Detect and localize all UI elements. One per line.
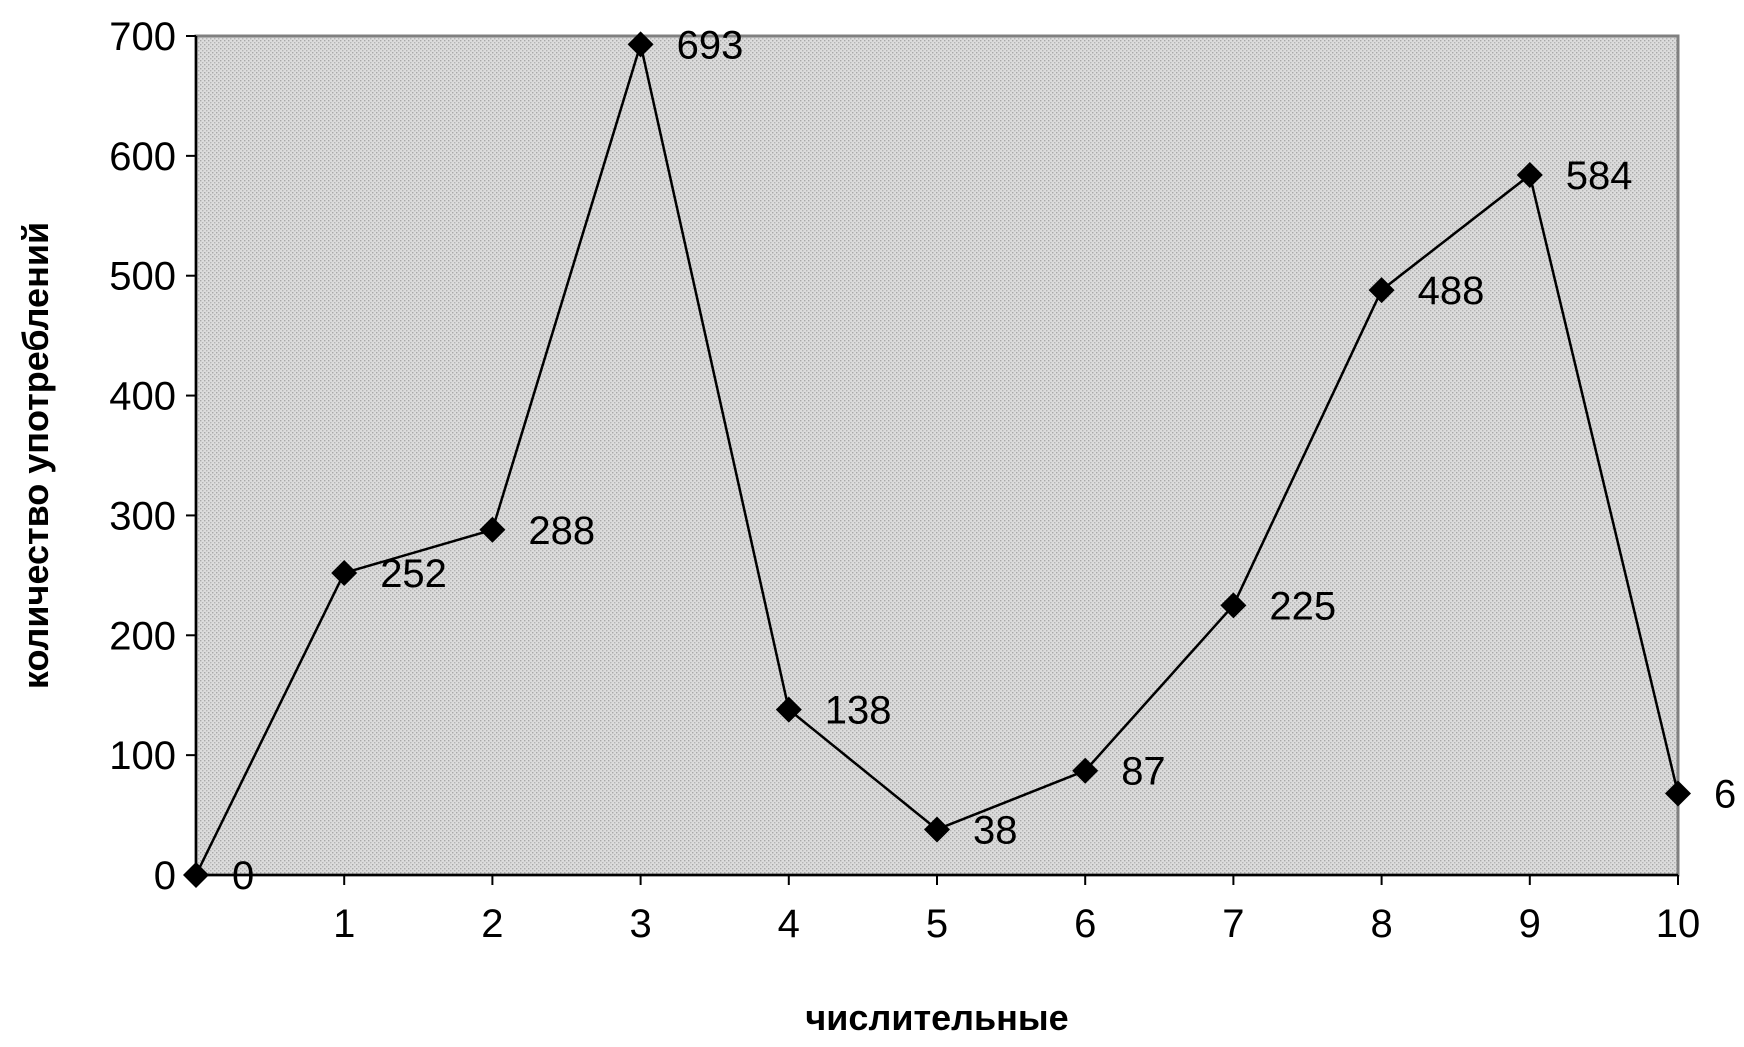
data-point-marker [924, 816, 950, 843]
data-point-marker [1368, 277, 1395, 304]
y-tick-label: 400 [109, 375, 176, 419]
data-label: 225 [1269, 584, 1336, 628]
x-axis-ticks: 1 2 3 4 5 6 7 8 9 10 [195, 873, 1701, 946]
x-tick-label: 6 [1074, 902, 1096, 946]
y-tick-label: 700 [109, 15, 176, 59]
data-label: 6 [1714, 772, 1736, 816]
series [183, 31, 1691, 888]
data-label: 288 [528, 509, 595, 553]
plot-area [194, 34, 1680, 877]
y-axis-ticks: 0 100 200 300 400 500 600 700 [109, 15, 198, 898]
data-label: 488 [1418, 269, 1485, 313]
data-point-marker [1516, 162, 1543, 189]
data-point-marker [627, 31, 654, 58]
data-label: 0 [232, 854, 254, 898]
y-tick-label: 100 [109, 734, 176, 778]
x-tick-label: 7 [1222, 902, 1244, 946]
y-tick-label: 300 [109, 494, 176, 538]
y-axis-title: количество употреблений [15, 222, 56, 689]
data-point-marker [331, 559, 358, 586]
data-point-marker [775, 696, 802, 723]
x-tick-label: 1 [333, 902, 355, 946]
data-label: 87 [1121, 750, 1166, 794]
x-tick-label: 2 [481, 902, 503, 946]
y-tick-label: 200 [109, 614, 176, 658]
x-tick-label: 5 [926, 902, 948, 946]
x-tick-label: 10 [1656, 902, 1701, 946]
data-point-marker [479, 516, 506, 543]
data-point-marker [1665, 780, 1691, 807]
x-axis-title: числительные [805, 997, 1068, 1038]
data-point-marker [183, 862, 209, 888]
x-tick-label: 4 [778, 902, 800, 946]
data-label: 138 [825, 689, 892, 733]
x-tick-label: 9 [1519, 902, 1541, 946]
data-labels: 0 252 288 693 138 38 87 225 488 584 6 [232, 23, 1736, 898]
y-tick-label: 500 [109, 255, 176, 299]
data-point-marker [1220, 592, 1247, 619]
x-tick-label: 3 [629, 902, 651, 946]
data-label: 584 [1566, 154, 1633, 198]
data-label: 38 [973, 808, 1018, 852]
data-label: 693 [677, 23, 744, 67]
data-label: 252 [380, 552, 447, 596]
data-point-marker [1072, 757, 1099, 784]
y-tick-label: 0 [154, 854, 176, 898]
y-tick-label: 600 [109, 135, 176, 179]
x-tick-label: 8 [1370, 902, 1392, 946]
